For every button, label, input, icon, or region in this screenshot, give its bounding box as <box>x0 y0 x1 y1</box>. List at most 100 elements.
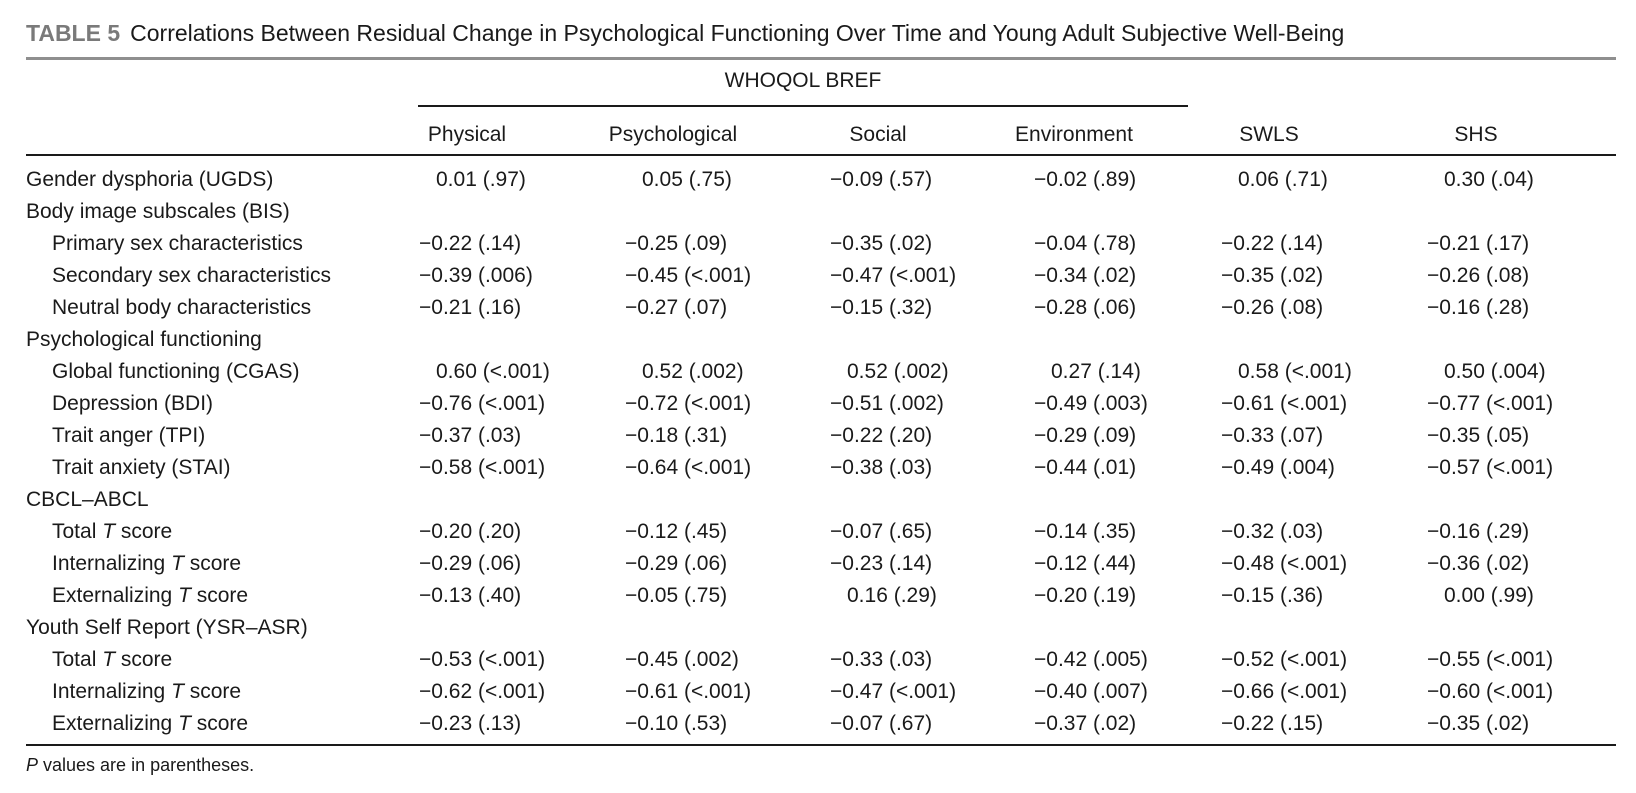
cell-environment: −0.20 (.19) <box>1034 584 1137 607</box>
row-label: Depression (BDI) <box>52 392 214 415</box>
cell-psychological: −0.61 (<.001) <box>625 680 752 703</box>
cell-physical: −0.76 (<.001) <box>419 392 546 415</box>
table-row: Global functioning (CGAS) 0.60 (<.001) 0.5… <box>26 356 1616 388</box>
cell-swls: −0.52 (<.001) <box>1221 648 1348 671</box>
column-header-shs: SHS <box>1454 123 1498 146</box>
cell-environment: −0.44 (.01) <box>1034 456 1137 479</box>
table-section-heading: Psychological functioning <box>26 324 1616 356</box>
cell-swls: −0.26 (.08) <box>1221 296 1324 319</box>
row-label: Global functioning (CGAS) <box>52 360 300 383</box>
cell-shs: −0.26 (.08) <box>1427 264 1530 287</box>
cell-psychological: −0.10 (.53) <box>625 712 728 735</box>
cell-swls: −0.22 (.14) <box>1221 232 1324 255</box>
cell-psychological: −0.12 (.45) <box>625 520 728 543</box>
cell-environment: −0.14 (.35) <box>1034 520 1137 543</box>
table-row: Internalizing T score −0.62 (<.001) −0.61 … <box>26 676 1616 708</box>
cell-shs: 0.50 (.004) <box>1444 360 1546 383</box>
cell-psychological: −0.72 (<.001) <box>625 392 752 415</box>
table-footnote: P values are in parentheses. <box>26 753 254 777</box>
cell-swls: −0.49 (.004) <box>1221 456 1335 479</box>
cell-shs: 0.30 (.04) <box>1444 168 1534 191</box>
cell-swls: 0.58 (<.001) <box>1238 360 1352 383</box>
table-row: Externalizing T score −0.23 (.13) −0.10 (.… <box>26 708 1616 740</box>
table-row: Trait anxiety (STAI) −0.58 (<.001) −0.64 (… <box>26 452 1616 484</box>
bottom-rule <box>26 744 1616 746</box>
cell-environment: −0.49 (.003) <box>1034 392 1148 415</box>
cell-swls: −0.33 (.07) <box>1221 424 1324 447</box>
table-section-heading: Youth Self Report (YSR–ASR) <box>26 612 1616 644</box>
cell-shs: −0.77 (<.001) <box>1427 392 1554 415</box>
row-label: CBCL–ABCL <box>26 488 149 511</box>
table-section-heading: CBCL–ABCL <box>26 484 1616 516</box>
table-row: Secondary sex characteristics −0.39 (.006… <box>26 260 1616 292</box>
cell-physical: −0.20 (.20) <box>419 520 522 543</box>
cell-shs: −0.16 (.29) <box>1427 520 1530 543</box>
cell-social: −0.22 (.20) <box>830 424 933 447</box>
cell-environment: −0.34 (.02) <box>1034 264 1137 287</box>
row-label: Primary sex characteristics <box>52 232 303 255</box>
cell-psychological: 0.52 (.002) <box>642 360 744 383</box>
cell-physical: −0.39 (.006) <box>419 264 533 287</box>
table-row: Primary sex characteristics −0.22 (.14) −0… <box>26 228 1616 260</box>
table-row: Neutral body characteristics −0.21 (.16) −… <box>26 292 1616 324</box>
cell-environment: −0.42 (.005) <box>1034 648 1148 671</box>
cell-physical: −0.37 (.03) <box>419 424 522 447</box>
cell-social: −0.33 (.03) <box>830 648 933 671</box>
cell-psychological: −0.18 (.31) <box>625 424 728 447</box>
row-label: Neutral body characteristics <box>52 296 312 319</box>
footnote-text: values are in parentheses. <box>38 755 255 775</box>
column-header-environment: Environment <box>1015 123 1133 146</box>
cell-physical: −0.58 (<.001) <box>419 456 546 479</box>
cell-swls: −0.66 (<.001) <box>1221 680 1348 703</box>
cell-shs: 0.00 (.99) <box>1444 584 1534 607</box>
cell-social: −0.35 (.02) <box>830 232 933 255</box>
cell-environment: −0.02 (.89) <box>1034 168 1137 191</box>
cell-physical: 0.01 (.97) <box>436 168 526 191</box>
column-header-psychological: Psychological <box>608 123 738 146</box>
table-row: Depression (BDI) −0.76 (<.001) −0.72 (<.00… <box>26 388 1616 420</box>
cell-psychological: −0.05 (.75) <box>625 584 728 607</box>
table-row: Internalizing T score −0.29 (.06) −0.29 (.… <box>26 548 1616 580</box>
cell-physical: −0.21 (.16) <box>419 296 522 319</box>
row-label: Externalizing T score <box>52 584 249 607</box>
cell-swls: −0.22 (.15) <box>1221 712 1324 735</box>
cell-psychological: −0.64 (<.001) <box>625 456 752 479</box>
table-row: Externalizing T score −0.13 (.40) −0.05 (.… <box>26 580 1616 612</box>
cell-environment: −0.12 (.44) <box>1034 552 1137 575</box>
table-body: Gender dysphoria (UGDS) 0.01 (.97) 0.05 (.… <box>26 164 1616 740</box>
table-row: Trait anger (TPI) −0.37 (.03) −0.18 (.31) −… <box>26 420 1616 452</box>
column-header-social: Social <box>849 123 907 146</box>
cell-psychological: −0.29 (.06) <box>625 552 728 575</box>
cell-environment: −0.37 (.02) <box>1034 712 1137 735</box>
cell-social: 0.16 (.29) <box>847 584 937 607</box>
table-row: Total T score −0.53 (<.001) −0.45 (.002) −0… <box>26 644 1616 676</box>
cell-social: −0.23 (.14) <box>830 552 933 575</box>
row-label: Body image subscales (BIS) <box>26 200 290 223</box>
cell-social: −0.15 (.32) <box>830 296 933 319</box>
cell-psychological: 0.05 (.75) <box>642 168 732 191</box>
cell-social: −0.38 (.03) <box>830 456 933 479</box>
row-label: Total T score <box>52 520 173 543</box>
cell-shs: −0.35 (.02) <box>1427 712 1530 735</box>
cell-physical: 0.60 (<.001) <box>436 360 550 383</box>
column-header-swls: SWLS <box>1239 123 1299 146</box>
cell-swls: 0.06 (.71) <box>1238 168 1328 191</box>
cell-physical: −0.13 (.40) <box>419 584 522 607</box>
cell-environment: 0.27 (.14) <box>1051 360 1141 383</box>
cell-shs: −0.16 (.28) <box>1427 296 1530 319</box>
row-label: Total T score <box>52 648 173 671</box>
cell-social: −0.07 (.67) <box>830 712 933 735</box>
column-header-physical: Physical <box>427 123 507 146</box>
cell-shs: −0.35 (.05) <box>1427 424 1530 447</box>
cell-environment: −0.40 (.007) <box>1034 680 1148 703</box>
cell-physical: −0.22 (.14) <box>419 232 522 255</box>
row-label: Gender dysphoria (UGDS) <box>26 168 274 191</box>
cell-physical: −0.29 (.06) <box>419 552 522 575</box>
cell-swls: −0.15 (.36) <box>1221 584 1324 607</box>
cell-psychological: −0.27 (.07) <box>625 296 728 319</box>
cell-social: −0.07 (.65) <box>830 520 933 543</box>
row-label: Internalizing T score <box>52 680 242 703</box>
cell-shs: −0.60 (<.001) <box>1427 680 1554 703</box>
cell-swls: −0.32 (.03) <box>1221 520 1324 543</box>
